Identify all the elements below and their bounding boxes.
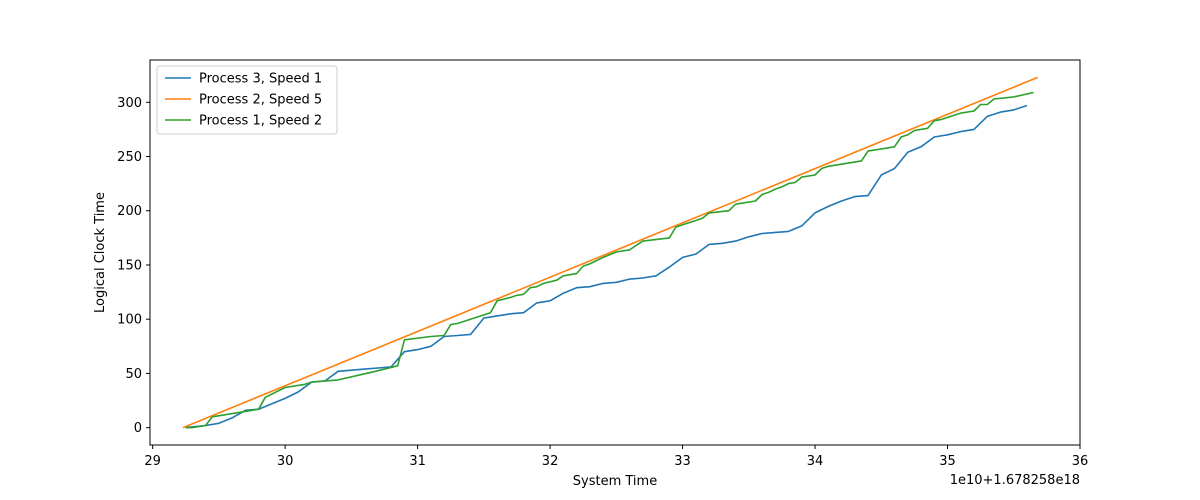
x-tick-label: 34 bbox=[807, 454, 824, 469]
y-axis-label: Logical Clock Time bbox=[93, 192, 108, 313]
y-tick-label: 150 bbox=[117, 258, 142, 273]
y-tick-label: 200 bbox=[117, 204, 142, 219]
x-axis-offset-label: 1e10+1.678258e18 bbox=[950, 473, 1080, 488]
y-tick-label: 50 bbox=[125, 367, 142, 382]
x-tick-label: 32 bbox=[542, 454, 559, 469]
plot-area bbox=[182, 76, 1038, 429]
legend-label: Process 2, Speed 5 bbox=[199, 93, 322, 108]
y-axis: 0 50 100 150 200 250 300 bbox=[117, 96, 150, 436]
x-tick-label: 30 bbox=[277, 454, 294, 469]
series-line-1 bbox=[185, 104, 1028, 429]
x-tick-label: 31 bbox=[409, 454, 426, 469]
y-tick-label: 100 bbox=[117, 313, 142, 328]
legend-label: Process 3, Speed 1 bbox=[199, 72, 322, 87]
x-axis: 29 30 31 32 33 34 35 36 bbox=[144, 445, 1088, 469]
series-line-3 bbox=[185, 91, 1034, 429]
series-line-2 bbox=[182, 76, 1038, 429]
x-tick-label: 35 bbox=[939, 454, 956, 469]
legend: Process 3, Speed 1 Process 2, Speed 5 Proc… bbox=[156, 65, 338, 135]
axes-frame bbox=[149, 59, 1081, 446]
x-axis-label: System Time bbox=[573, 474, 657, 489]
legend-label: Process 1, Speed 2 bbox=[199, 114, 322, 129]
legend-box bbox=[156, 65, 338, 135]
y-tick-label: 0 bbox=[134, 421, 142, 436]
x-tick-label: 33 bbox=[674, 454, 691, 469]
x-tick-label: 36 bbox=[1072, 454, 1089, 469]
y-tick-label: 300 bbox=[117, 96, 142, 111]
y-tick-label: 250 bbox=[117, 150, 142, 165]
x-tick-label: 29 bbox=[144, 454, 161, 469]
